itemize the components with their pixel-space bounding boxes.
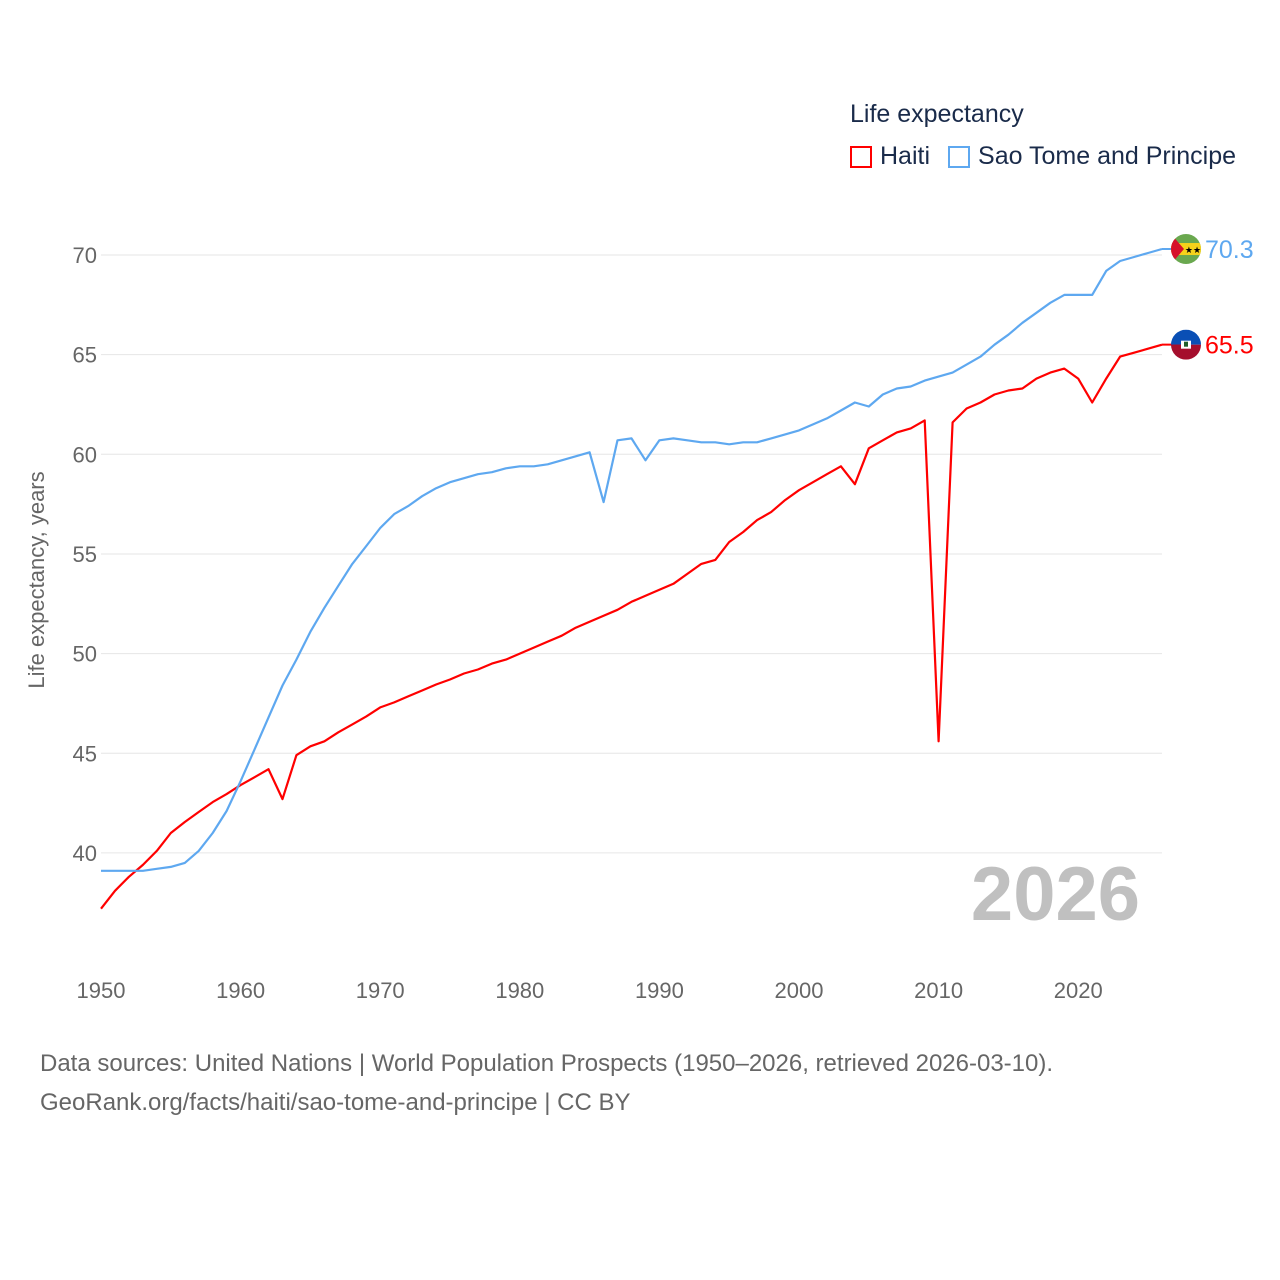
y-tick-label: 60 xyxy=(73,442,97,467)
legend-swatch-sao-tome xyxy=(948,145,971,168)
haiti-flag-icon xyxy=(1171,329,1201,360)
y-tick-label: 40 xyxy=(73,841,97,866)
y-tick-label: 70 xyxy=(73,243,97,268)
legend: Haiti Sao Tome and Principe xyxy=(850,142,1254,171)
svg-text:★★: ★★ xyxy=(1185,245,1201,255)
legend-item-sao-tome[interactable]: Sao Tome and Principe xyxy=(948,142,1236,171)
series-line-sao-tome xyxy=(101,247,1163,872)
x-tick-label: 2000 xyxy=(775,978,824,1003)
year-watermark: 2026 xyxy=(971,852,1140,937)
sao-tome-flag-icon: ★★ xyxy=(1171,234,1201,265)
x-tick-label: 2020 xyxy=(1054,978,1103,1003)
series-line-haiti xyxy=(100,343,1163,910)
legend-title: Life expectancy xyxy=(850,100,1024,128)
legend-item-haiti[interactable]: Haiti xyxy=(850,142,930,171)
x-tick-label: 1970 xyxy=(356,978,405,1003)
x-tick-label: 1990 xyxy=(635,978,684,1003)
y-tick-label: 45 xyxy=(73,741,97,766)
end-value-label: 65.5 xyxy=(1205,332,1254,360)
y-tick-label: 55 xyxy=(73,542,97,567)
legend-swatch-haiti xyxy=(850,145,872,168)
legend-label-sao-tome: Sao Tome and Principe xyxy=(978,142,1237,170)
data-source: Data sources: United Nations | World Pop… xyxy=(40,1050,1054,1077)
x-tick-label: 1950 xyxy=(77,978,126,1003)
y-axis-label: Life expectancy, years xyxy=(24,471,49,688)
x-tick-label: 2010 xyxy=(914,978,963,1003)
x-tick-label: 1960 xyxy=(216,978,265,1003)
end-value-label: 70.3 xyxy=(1205,236,1254,264)
y-tick-label: 65 xyxy=(73,343,97,368)
x-tick-label: 1980 xyxy=(495,978,544,1003)
legend-label-haiti: Haiti xyxy=(880,142,931,170)
source-link[interactable]: GeoRank.org/facts/haiti/sao-tome-and-pri… xyxy=(40,1089,631,1116)
y-tick-label: 50 xyxy=(73,642,97,667)
footer: Data sources: United Nations | World Pop… xyxy=(40,1044,1053,1122)
